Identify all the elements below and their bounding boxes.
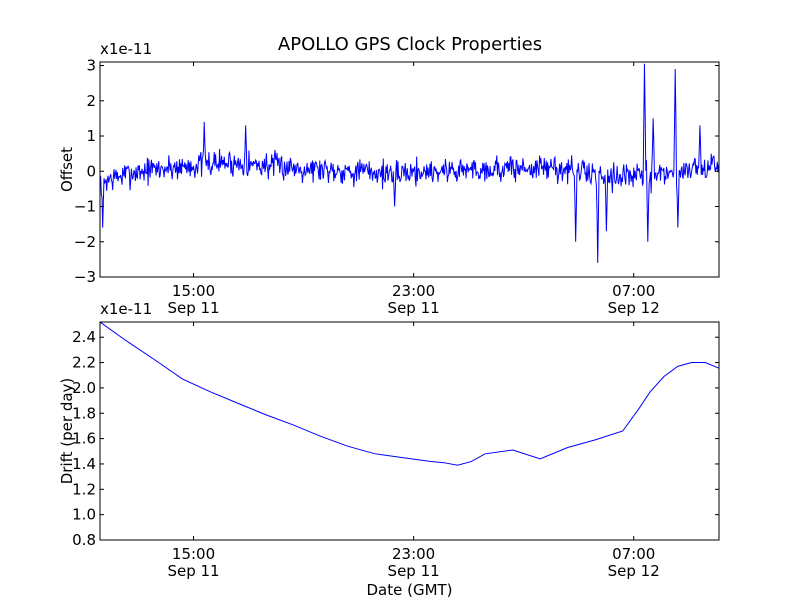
drift-series-line [100, 322, 719, 466]
y-tick-label: 2 [86, 92, 96, 110]
y-tick-label: 2.4 [72, 328, 96, 346]
x-tick-label-date: Sep 12 [608, 299, 660, 317]
y-tick-label: −2 [74, 233, 96, 251]
y-tick-label: 1.4 [72, 455, 96, 473]
drift-exponent-label: x1e-11 [100, 300, 152, 318]
y-tick-label: 1.6 [72, 430, 96, 448]
drift-plot-frame [99, 321, 720, 541]
y-tick-label: 3 [86, 57, 96, 75]
x-tick-label-time: 15:00 [172, 282, 215, 300]
offset-y-axis-label: Offset [58, 147, 76, 192]
x-tick-label-date: Sep 11 [388, 562, 440, 580]
x-tick-label-date: Sep 12 [608, 562, 660, 580]
y-tick-label: 0 [86, 162, 96, 180]
chart-title: APOLLO GPS Clock Properties [278, 34, 542, 55]
x-tick-label-time: 07:00 [612, 545, 655, 563]
y-tick-label: −3 [74, 268, 96, 286]
drift-y-axis-label: Drift (per day) [58, 378, 76, 485]
y-tick-label: 1.8 [72, 404, 96, 422]
y-tick-label: 1.2 [72, 480, 96, 498]
x-tick-label-date: Sep 11 [388, 299, 440, 317]
x-tick-label-time: 07:00 [612, 282, 655, 300]
y-tick-label: 0.8 [72, 531, 96, 549]
offset-plot-frame [99, 61, 720, 278]
drift-x-axis-label: Date (GMT) [366, 581, 452, 599]
x-tick-label-date: Sep 11 [167, 299, 219, 317]
x-tick-label-time: 15:00 [172, 545, 215, 563]
offset-series-line [100, 63, 719, 263]
y-tick-label: 1 [86, 127, 96, 145]
y-tick-label: 2.2 [72, 354, 96, 372]
x-tick-label-time: 23:00 [392, 545, 435, 563]
offset-exponent-label: x1e-11 [100, 40, 152, 58]
y-tick-label: 2.0 [72, 379, 96, 397]
x-tick-label-date: Sep 11 [167, 562, 219, 580]
x-tick-label-time: 23:00 [392, 282, 435, 300]
y-tick-label: −1 [74, 198, 96, 216]
y-tick-label: 1.0 [72, 506, 96, 524]
